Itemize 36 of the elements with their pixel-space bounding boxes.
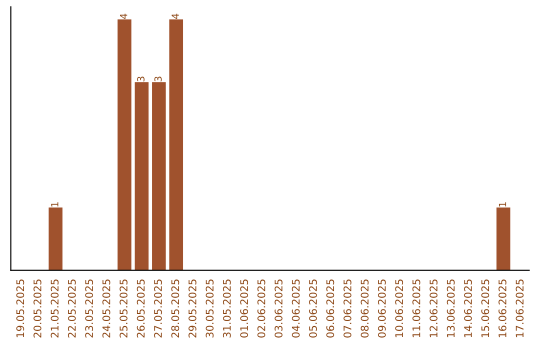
x-tick-label: 23.05.2025 [85, 280, 94, 338]
x-tick-label: 31.05.2025 [222, 280, 231, 338]
x-tick-label: 13.06.2025 [446, 280, 455, 338]
x-tick-label: 10.06.2025 [395, 280, 404, 338]
x-tick-label: 26.05.2025 [136, 280, 145, 338]
x-tick-label: 12.06.2025 [430, 280, 438, 338]
x-tick-label: 05.06.2025 [309, 280, 317, 338]
x-tick-label: 15.06.2025 [481, 280, 490, 338]
x-tick-label: 06.06.2025 [326, 280, 334, 338]
data-label: 4 [120, 14, 128, 19]
x-tick-label: 08.06.2025 [360, 280, 369, 338]
x-tick-label: 30.05.2025 [206, 280, 214, 338]
x-tick-label: 11.06.2025 [412, 280, 420, 338]
x-tick-label: 07.06.2025 [344, 280, 352, 338]
x-tick-label: 09.06.2025 [378, 280, 386, 338]
x-tick-label: 17.06.2025 [516, 280, 524, 338]
x-tick-label: 19.05.2025 [16, 280, 24, 338]
x-tick-label: 22.05.2025 [68, 280, 76, 338]
x-tick-label: 02.06.2025 [257, 280, 266, 338]
x-tick-label: 21.05.2025 [50, 280, 59, 338]
x-tick-label: 27.05.2025 [154, 280, 162, 338]
x-tick-label: 16.06.2025 [498, 280, 506, 338]
data-label: 3 [137, 76, 145, 82]
x-tick-label: 04.06.2025 [292, 280, 300, 338]
x-tick-label: 01.06.2025 [240, 280, 248, 338]
x-tick-label: 24.05.2025 [102, 280, 110, 338]
data-label: 1 [51, 202, 58, 206]
x-tick-label: 25.05.2025 [120, 280, 128, 338]
x-tick-label: 28.05.2025 [171, 280, 180, 338]
data-label: 3 [154, 76, 162, 82]
x-tick-label: 14.06.2025 [464, 280, 472, 338]
data-label: 1 [498, 202, 506, 206]
x-tick-label: 20.05.2025 [34, 280, 42, 338]
x-tick-label: 03.06.2025 [274, 280, 282, 338]
data-label: 4 [172, 14, 179, 19]
x-tick-label: 29.05.2025 [188, 280, 196, 338]
